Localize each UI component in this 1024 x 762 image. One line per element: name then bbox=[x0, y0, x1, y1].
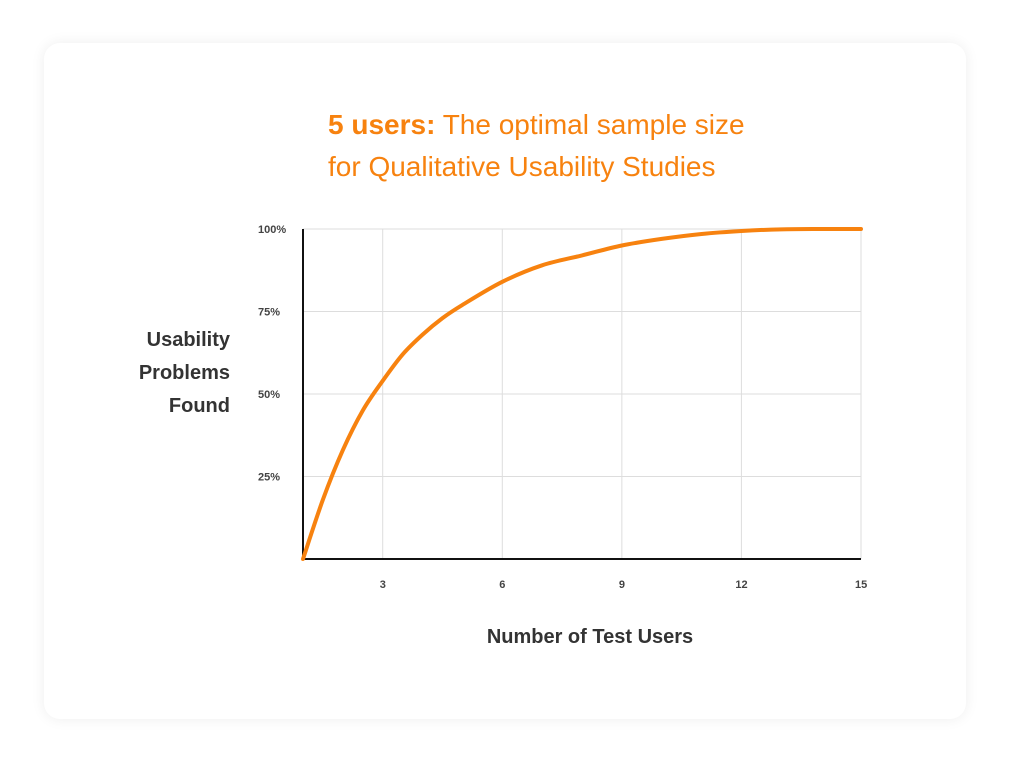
chart-title: 5 users: The optimal sample size for Qua… bbox=[328, 104, 928, 188]
chart-card bbox=[44, 43, 966, 719]
axes bbox=[302, 229, 861, 560]
y-tick-label-100: 100% bbox=[258, 224, 286, 236]
y-axis-label-line-2: Problems bbox=[138, 362, 230, 384]
y-tick-label-75: 75% bbox=[258, 307, 280, 319]
y-tick-label-50: 50% bbox=[258, 389, 280, 401]
series-layer bbox=[301, 226, 863, 561]
grid bbox=[303, 228, 862, 559]
x-tick-label-12: 12 bbox=[735, 579, 747, 591]
tick-labels: 3 6 9 12 15 25% 50% 75% 100% bbox=[258, 224, 867, 591]
x-tick-label-3: 3 bbox=[380, 579, 386, 591]
y-tick-label-25: 25% bbox=[258, 472, 280, 484]
chart-title-line-2: for Qualitative Usability Studies bbox=[328, 151, 716, 182]
y-axis-label-line-1: Usability bbox=[146, 329, 230, 351]
y-axis-label: Usability Problems Found bbox=[80, 324, 230, 423]
chart-title-line-1: 5 users: The optimal sample size bbox=[328, 104, 928, 146]
x-tick-label-9: 9 bbox=[619, 579, 625, 591]
x-axis-label: Number of Test Users bbox=[486, 626, 694, 648]
chart-title-emphasis: 5 users: bbox=[328, 109, 436, 140]
x-tick-label-15: 15 bbox=[855, 579, 867, 591]
x-tick-label-6: 6 bbox=[499, 579, 505, 591]
series-line-0 bbox=[301, 226, 863, 561]
y-axis-label-line-3: Found bbox=[168, 395, 230, 417]
chart-title-line-1-rest: The optimal sample size bbox=[442, 109, 745, 140]
